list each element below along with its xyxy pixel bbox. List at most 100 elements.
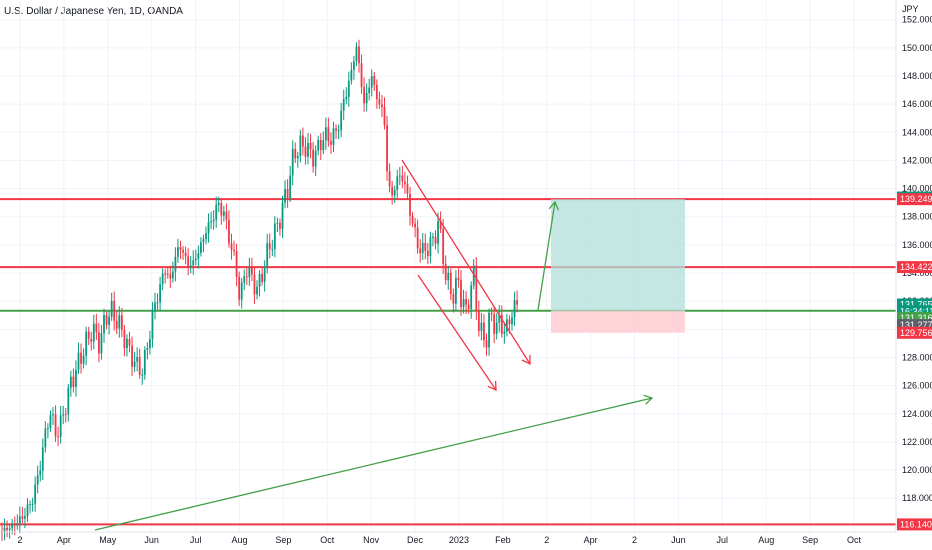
candle-body <box>477 310 480 332</box>
candle-body <box>67 387 70 415</box>
candle-body <box>207 222 210 234</box>
candle-body <box>365 93 368 104</box>
price-label-badge <box>897 261 932 274</box>
price-label-text: 139.249 <box>900 194 932 204</box>
candle-body <box>332 128 335 145</box>
candle-body <box>77 352 80 370</box>
candle-body <box>388 171 391 187</box>
candle-body <box>284 188 286 203</box>
candle-body <box>452 293 455 304</box>
candle-body <box>393 189 396 196</box>
candle-body <box>161 273 164 285</box>
channel-lower-arrow-head <box>487 380 497 392</box>
candle-body <box>279 222 281 229</box>
candle-body <box>319 139 322 151</box>
y-tick-label: 120.000 <box>902 465 932 475</box>
candle-body <box>212 219 215 222</box>
x-tick-label: Apr <box>584 535 598 545</box>
candle-body <box>31 503 34 505</box>
candle-body <box>110 300 113 317</box>
long-trend-arrow <box>94 397 653 531</box>
candle-body <box>437 221 439 244</box>
candle-body <box>406 184 409 194</box>
time-axis: 2 Apr May Jun Jul Aug Sep Oct Nov Dec 2023 Feb 2 Apr 2… <box>0 531 896 545</box>
candle-body <box>133 361 136 367</box>
candle-body <box>34 484 37 504</box>
candle-body <box>350 69 353 81</box>
candle-body <box>276 222 279 224</box>
candle-body <box>69 376 72 388</box>
candle-body <box>113 300 116 321</box>
candle-body <box>128 338 131 346</box>
candle-body <box>261 274 263 282</box>
candle-body <box>312 149 314 167</box>
candle-body <box>57 436 59 438</box>
candle-body <box>202 239 205 243</box>
candle-body <box>118 315 121 329</box>
candle-body <box>296 156 299 159</box>
candle-body <box>317 139 320 151</box>
candle-body <box>327 127 330 142</box>
price-label-text: 129.756 <box>900 328 932 338</box>
candle-body <box>251 267 253 275</box>
candle-body <box>141 374 144 376</box>
price-label-badge <box>897 518 932 531</box>
candle-body <box>36 475 39 485</box>
candle-body <box>398 175 401 177</box>
candle-body <box>182 249 184 253</box>
candle-body <box>271 248 274 250</box>
candle-body <box>429 237 432 257</box>
candle-body <box>205 233 207 240</box>
y-tick-label: 142.000 <box>902 155 932 165</box>
candle-body <box>169 274 172 279</box>
candle-body <box>467 304 470 309</box>
candle-body <box>488 312 490 348</box>
candle-body <box>424 242 427 251</box>
y-tick-label: 136.000 <box>902 240 932 250</box>
candle-body <box>192 260 195 266</box>
candle-body <box>335 128 337 131</box>
candle-body <box>21 516 24 519</box>
candle-body <box>495 322 498 334</box>
candle-body <box>442 228 445 265</box>
channel-upper-arrow <box>401 159 531 365</box>
candle-body <box>426 250 429 257</box>
candle-body <box>47 428 49 430</box>
candle-body <box>39 470 42 476</box>
candle-body <box>404 181 406 185</box>
candle-body <box>80 352 82 364</box>
candle-body <box>485 340 488 348</box>
y-tick-label: 138.000 <box>902 212 932 222</box>
candle-body <box>432 236 434 238</box>
candle-body <box>92 323 95 342</box>
candle-body <box>268 243 271 250</box>
candle-body <box>156 302 159 304</box>
drawings <box>94 159 654 531</box>
chart-title: U.S. Dollar / Japanese Yen, 1D, OANDA <box>4 6 183 17</box>
candle-body <box>26 504 29 517</box>
candle-body <box>307 142 309 157</box>
target-arrow-head <box>548 200 560 211</box>
x-tick-label: Jul <box>190 535 202 545</box>
candle-body <box>149 339 151 349</box>
candle-body <box>449 272 452 294</box>
candle-body <box>273 223 276 249</box>
y-tick-label: 150.000 <box>902 43 932 53</box>
candle-body <box>18 516 21 524</box>
price-label-badge <box>897 193 932 206</box>
y-tick-label: 122.000 <box>902 437 932 447</box>
candle-body <box>177 247 179 257</box>
y-tick-label: 124.000 <box>902 409 932 419</box>
candle-body <box>215 204 218 220</box>
currency-label: JPY <box>902 4 919 14</box>
x-tick-label: Sep <box>802 535 818 545</box>
candle-body <box>16 523 19 526</box>
y-tick-label: 126.000 <box>902 381 932 391</box>
price-label-text: 16:34:11 <box>900 306 932 316</box>
candle-body <box>363 87 365 104</box>
candle-body <box>174 256 177 272</box>
candle-body <box>396 176 399 190</box>
candle-body <box>383 107 386 126</box>
x-tick-label: Nov <box>363 535 380 545</box>
